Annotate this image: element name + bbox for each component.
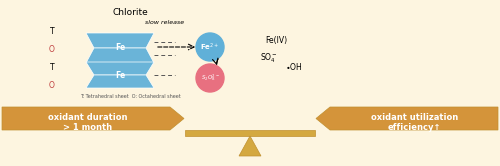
Text: Fe: Fe [115,43,125,52]
Polygon shape [86,75,154,88]
Polygon shape [185,130,315,136]
Text: slow release: slow release [146,19,184,25]
Polygon shape [2,107,184,130]
Text: O: O [49,45,55,54]
Polygon shape [86,33,154,48]
Y-axis label: $\Delta$PDS/mmol/$S_2O_8^{2-}$: $\Delta$PDS/mmol/$S_2O_8^{2-}$ [297,54,308,102]
Circle shape [196,33,224,61]
Bar [330,94,356,129]
Polygon shape [239,136,261,156]
Text: oxidant utilization: oxidant utilization [371,113,458,122]
Text: O: O [49,81,55,89]
Polygon shape [86,62,154,75]
Bar [459,50,485,129]
Text: T: Tetrahedral sheet  O: Octahedral sheet: T: Tetrahedral sheet O: Octahedral sheet [80,94,180,99]
Text: Chlorite: Chlorite [112,8,148,17]
Text: Fe(IV): Fe(IV) [265,36,287,44]
Text: Fe: Fe [115,71,125,80]
Legend: mZVI, Fe²⁺, chlorite: mZVI, Fe²⁺, chlorite [359,0,456,10]
Text: $\bullet$OH: $\bullet$OH [285,61,302,73]
Text: T: T [50,28,54,37]
Text: efficiency↑: efficiency↑ [388,123,442,131]
Text: ☺: ☺ [482,33,492,43]
Text: ☹: ☹ [323,33,333,43]
Bar [416,73,442,129]
Text: oxidant duration: oxidant duration [48,113,128,122]
Text: SO$_4^-$: SO$_4^-$ [260,51,278,65]
Bar [373,96,399,129]
Circle shape [196,64,224,92]
Polygon shape [316,107,498,130]
Text: > 1 month: > 1 month [64,123,112,131]
Text: $S_2O_8^{2-}$: $S_2O_8^{2-}$ [200,73,220,83]
Text: T: T [50,63,54,72]
Text: Fe$^{2+}$: Fe$^{2+}$ [200,41,220,53]
Polygon shape [86,48,154,63]
